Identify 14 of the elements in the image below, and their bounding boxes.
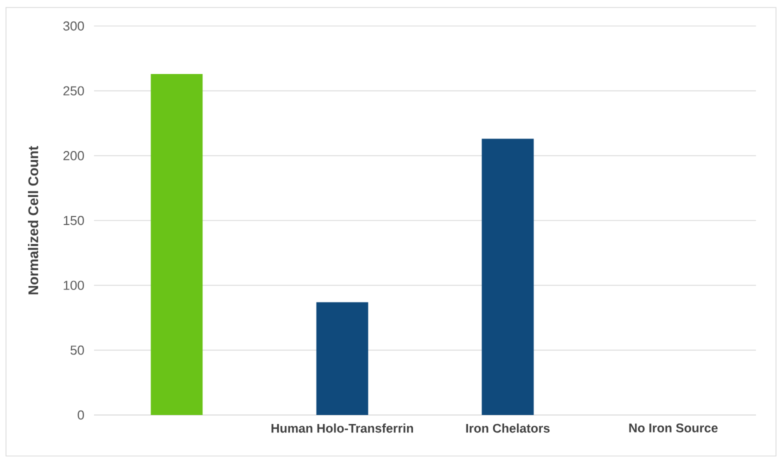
- y-tick-label: 150: [64, 216, 84, 226]
- y-tick-label: 250: [63, 86, 84, 96]
- y-tick-label: 100: [64, 280, 84, 290]
- bar: [150, 74, 203, 415]
- bar: [316, 302, 368, 415]
- y-axis-title: Normalized Cell Count: [28, 146, 38, 294]
- x-tick-label: Iron Chelators: [466, 424, 550, 433]
- y-tick-label: 200: [63, 151, 84, 160]
- y-tick-label: 0: [78, 410, 84, 420]
- y-tick-label: 300: [63, 21, 84, 31]
- y-tick-label: 50: [70, 346, 84, 355]
- x-tick-label: Human Holo-Transferrin: [272, 424, 414, 433]
- x-tick-label: No Iron Source: [629, 424, 718, 432]
- bar: [482, 138, 534, 415]
